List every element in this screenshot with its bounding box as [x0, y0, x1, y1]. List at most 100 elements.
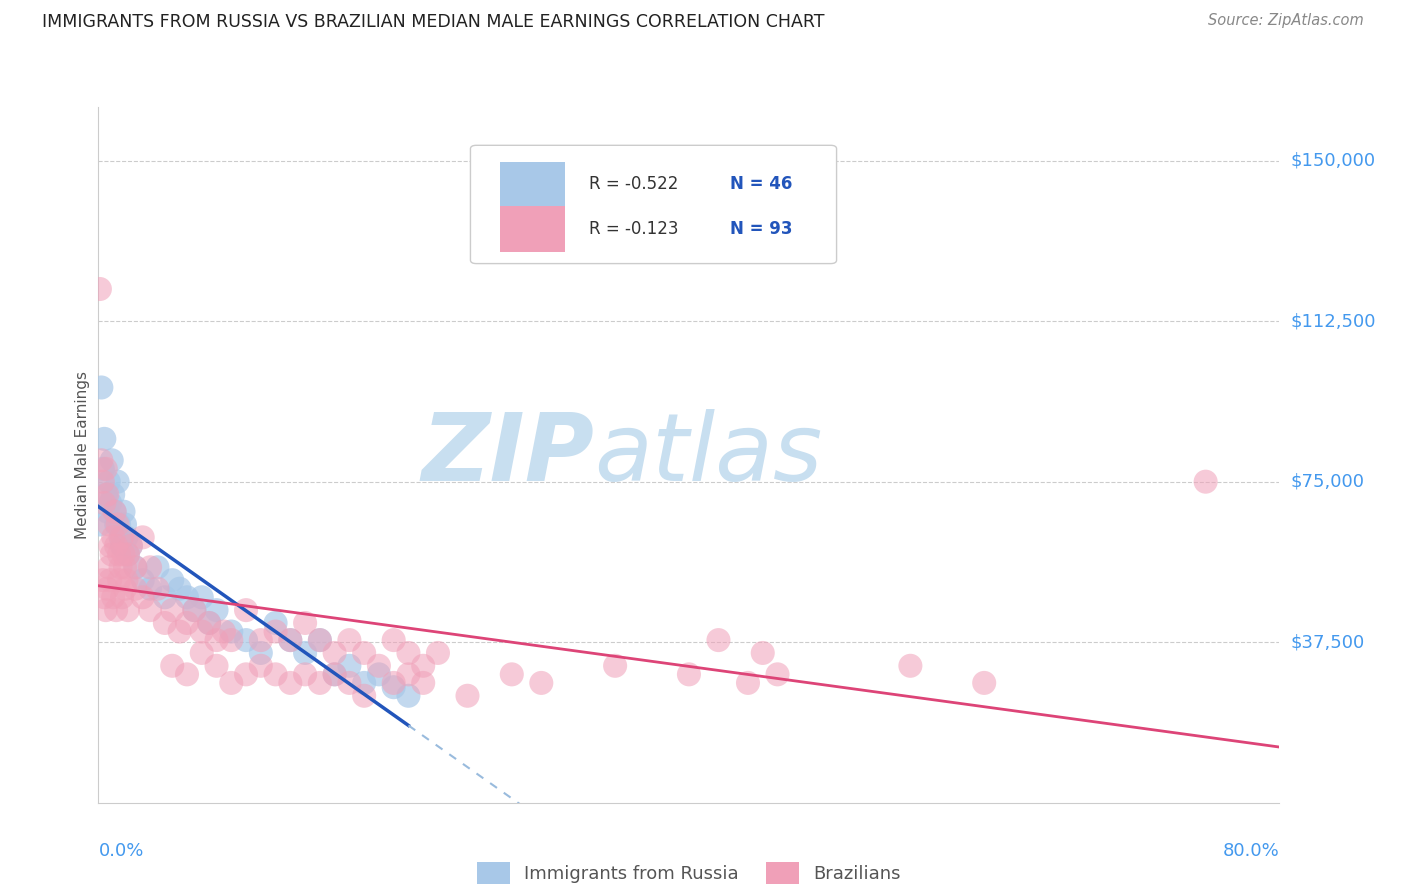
Legend: Immigrants from Russia, Brazilians: Immigrants from Russia, Brazilians	[470, 855, 908, 891]
Point	[108, 548, 131, 562]
Point	[205, 658, 228, 673]
Point	[146, 582, 169, 596]
Point	[110, 530, 132, 544]
Point	[183, 603, 205, 617]
Point	[337, 658, 360, 673]
Point	[382, 633, 405, 648]
Point	[111, 591, 134, 605]
Point	[97, 560, 120, 574]
Point	[98, 573, 121, 587]
Point	[396, 646, 419, 660]
Point	[93, 496, 115, 510]
Point	[108, 573, 131, 587]
Point	[105, 603, 128, 617]
Point	[97, 475, 120, 489]
Point	[427, 646, 450, 660]
Point	[250, 646, 273, 660]
Point	[1195, 475, 1218, 489]
Point	[678, 667, 700, 681]
Point	[530, 676, 553, 690]
Point	[93, 591, 115, 605]
Point	[104, 505, 127, 519]
Point	[115, 573, 138, 587]
Point	[120, 539, 142, 553]
Point	[278, 633, 302, 648]
Point	[235, 633, 257, 648]
Point	[250, 658, 273, 673]
Point	[396, 689, 419, 703]
Point	[120, 539, 142, 553]
Text: R = -0.522: R = -0.522	[589, 176, 689, 194]
Point	[250, 633, 273, 648]
Point	[162, 603, 183, 617]
Point	[176, 591, 198, 605]
Point	[112, 505, 135, 519]
Point	[353, 646, 375, 660]
Point	[124, 582, 146, 596]
Point	[105, 539, 128, 553]
Point	[323, 646, 346, 660]
Point	[412, 658, 434, 673]
Point	[89, 282, 111, 296]
Point	[191, 624, 214, 639]
Point	[117, 548, 139, 562]
Point	[117, 548, 139, 562]
Point	[176, 615, 198, 630]
Text: R = -0.123: R = -0.123	[589, 220, 689, 238]
Point	[191, 646, 214, 660]
Point	[368, 667, 391, 681]
Point	[294, 646, 316, 660]
Text: $112,500: $112,500	[1291, 312, 1376, 330]
Point	[191, 591, 214, 605]
Point	[337, 633, 360, 648]
Point	[162, 573, 183, 587]
Point	[91, 573, 114, 587]
Point	[124, 560, 146, 574]
Point	[103, 487, 125, 501]
Point	[112, 548, 135, 562]
Point	[219, 633, 242, 648]
Point	[89, 517, 111, 532]
Text: ZIP: ZIP	[422, 409, 595, 501]
Y-axis label: Median Male Earnings: Median Male Earnings	[75, 371, 90, 539]
Text: IMMIGRANTS FROM RUSSIA VS BRAZILIAN MEDIAN MALE EARNINGS CORRELATION CHART: IMMIGRANTS FROM RUSSIA VS BRAZILIAN MEDI…	[42, 13, 825, 31]
Point	[278, 633, 302, 648]
Point	[110, 560, 132, 574]
Point	[323, 667, 346, 681]
FancyBboxPatch shape	[501, 206, 565, 252]
Point	[235, 667, 257, 681]
Point	[105, 517, 128, 532]
Point	[96, 487, 118, 501]
Point	[219, 676, 242, 690]
Point	[90, 380, 112, 394]
Point	[111, 539, 134, 553]
Text: 80.0%: 80.0%	[1223, 842, 1279, 860]
Point	[264, 624, 287, 639]
Point	[94, 462, 117, 476]
Point	[323, 667, 346, 681]
Point	[153, 591, 176, 605]
Point	[205, 603, 228, 617]
Point	[124, 560, 146, 574]
Point	[98, 496, 121, 510]
Point	[309, 633, 332, 648]
Point	[94, 603, 117, 617]
Point	[169, 582, 191, 596]
Point	[382, 680, 405, 694]
Point	[107, 475, 129, 489]
Point	[162, 658, 183, 673]
Point	[114, 582, 136, 596]
Point	[309, 633, 332, 648]
Point	[132, 573, 155, 587]
Point	[294, 667, 316, 681]
Point	[501, 667, 523, 681]
Point	[139, 582, 162, 596]
Point	[96, 582, 118, 596]
FancyBboxPatch shape	[471, 145, 837, 263]
FancyBboxPatch shape	[501, 161, 565, 207]
Point	[198, 615, 221, 630]
Text: Source: ZipAtlas.com: Source: ZipAtlas.com	[1208, 13, 1364, 29]
Point	[353, 689, 375, 703]
Point	[264, 667, 287, 681]
Point	[205, 633, 228, 648]
